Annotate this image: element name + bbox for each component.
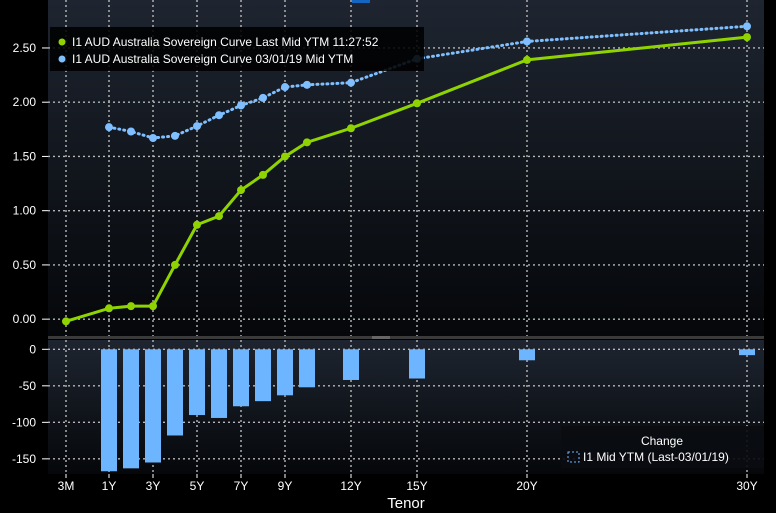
last-curve-point (743, 33, 751, 42)
x-tick-label: 12Y (340, 479, 361, 493)
prior-curve-point (149, 134, 157, 142)
x-axis-title: Tenor (387, 495, 425, 512)
prior-curve-point (127, 127, 135, 136)
x-tick-label: 30Y (736, 479, 757, 493)
x-tick-label: 1Y (102, 479, 117, 493)
prior-curve-point (347, 78, 355, 87)
change-bar (277, 349, 293, 396)
change-tick-label: 0 (29, 342, 36, 356)
y-tick-label: 1.00 (13, 204, 37, 218)
yield-axis-ticks: 0.00 0.50 1.00 1.50 2.00 2.50 (13, 41, 48, 326)
change-bar (211, 349, 227, 418)
change-bar (145, 349, 161, 463)
prior-curve-point (105, 123, 113, 132)
yield-lines (62, 22, 751, 326)
change-tick-label: -150 (12, 452, 36, 466)
last-curve-point (413, 99, 421, 108)
y-tick-label: 0.00 (13, 312, 37, 326)
last-curve-point (193, 220, 201, 229)
prior-curve-point (281, 83, 289, 92)
prior-curve-point (523, 37, 531, 46)
change-tick-label: -100 (12, 415, 36, 429)
prior-curve-point (193, 122, 201, 131)
last-curve-point (281, 152, 289, 161)
change-bar (167, 349, 183, 436)
change-bar (255, 349, 271, 402)
change-axis-ticks: 0 -50 -100 -150 (12, 342, 48, 466)
last-curve-point (149, 302, 157, 311)
change-bar (409, 349, 425, 379)
x-tick-label: 7Y (234, 479, 249, 493)
y-tick-label: 2.50 (13, 41, 37, 55)
y-tick-label: 1.50 (13, 149, 37, 163)
change-legend-swatch (567, 451, 580, 463)
prior-curve-point (743, 22, 751, 31)
prior-curve-legend-label: I1 AUD Australia Sovereign Curve 03/01/1… (72, 52, 353, 66)
x-tick-label: 3M (58, 479, 75, 493)
last-curve-point (171, 260, 179, 269)
yield-legend-box (50, 27, 424, 71)
change-legend[interactable]: Change I1 Mid YTM (Last-03/01/19) (561, 426, 764, 468)
change-bar (123, 349, 139, 469)
last-curve-point (127, 302, 135, 311)
last-curve-point (303, 138, 311, 147)
change-bar (233, 349, 249, 407)
prior-curve-point (259, 93, 267, 102)
change-bar (189, 349, 205, 416)
change-bar (101, 349, 117, 472)
change-bars (101, 349, 755, 472)
x-tick-label: 9Y (278, 479, 293, 493)
change-legend-title: Change (641, 434, 683, 448)
change-bar (739, 349, 755, 356)
last-curve-point (237, 186, 245, 195)
last-curve-point (347, 124, 355, 133)
last-curve-point (259, 170, 267, 179)
last-curve-point (105, 304, 113, 313)
prior-curve-point (237, 101, 245, 110)
prior-curve-legend-marker (58, 55, 66, 63)
prior-curve-point (171, 131, 179, 140)
last-curve-point (215, 212, 223, 221)
last-curve-legend-marker (58, 38, 66, 46)
change-bar (299, 349, 315, 388)
x-tick-label: 3Y (146, 479, 161, 493)
yield-legend[interactable]: I1 AUD Australia Sovereign Curve Last Mi… (50, 27, 424, 71)
change-bar (343, 349, 359, 380)
prior-curve-point (303, 80, 311, 89)
panel-splitter-handle[interactable] (372, 336, 390, 339)
change-legend-label: I1 Mid YTM (Last-03/01/19) (583, 450, 729, 464)
last-curve-legend-label: I1 AUD Australia Sovereign Curve Last Mi… (72, 35, 379, 49)
change-bar (519, 349, 535, 361)
x-tick-label: 15Y (406, 479, 427, 493)
prior-curve-point (215, 111, 223, 120)
y-tick-label: 2.00 (13, 95, 37, 109)
y-tick-label: 0.50 (13, 258, 37, 272)
change-legend-box (561, 426, 764, 468)
top-marker (352, 0, 370, 3)
last-curve-point (62, 317, 70, 326)
last-curve-point (523, 55, 531, 64)
x-tick-label: 5Y (190, 479, 205, 493)
x-tick-label: 20Y (516, 479, 537, 493)
tenor-axis-ticks: 3M 1Y 3Y 5Y 7Y 9Y 12Y 15Y 20Y 30Y (58, 474, 758, 493)
change-tick-label: -50 (19, 379, 37, 393)
